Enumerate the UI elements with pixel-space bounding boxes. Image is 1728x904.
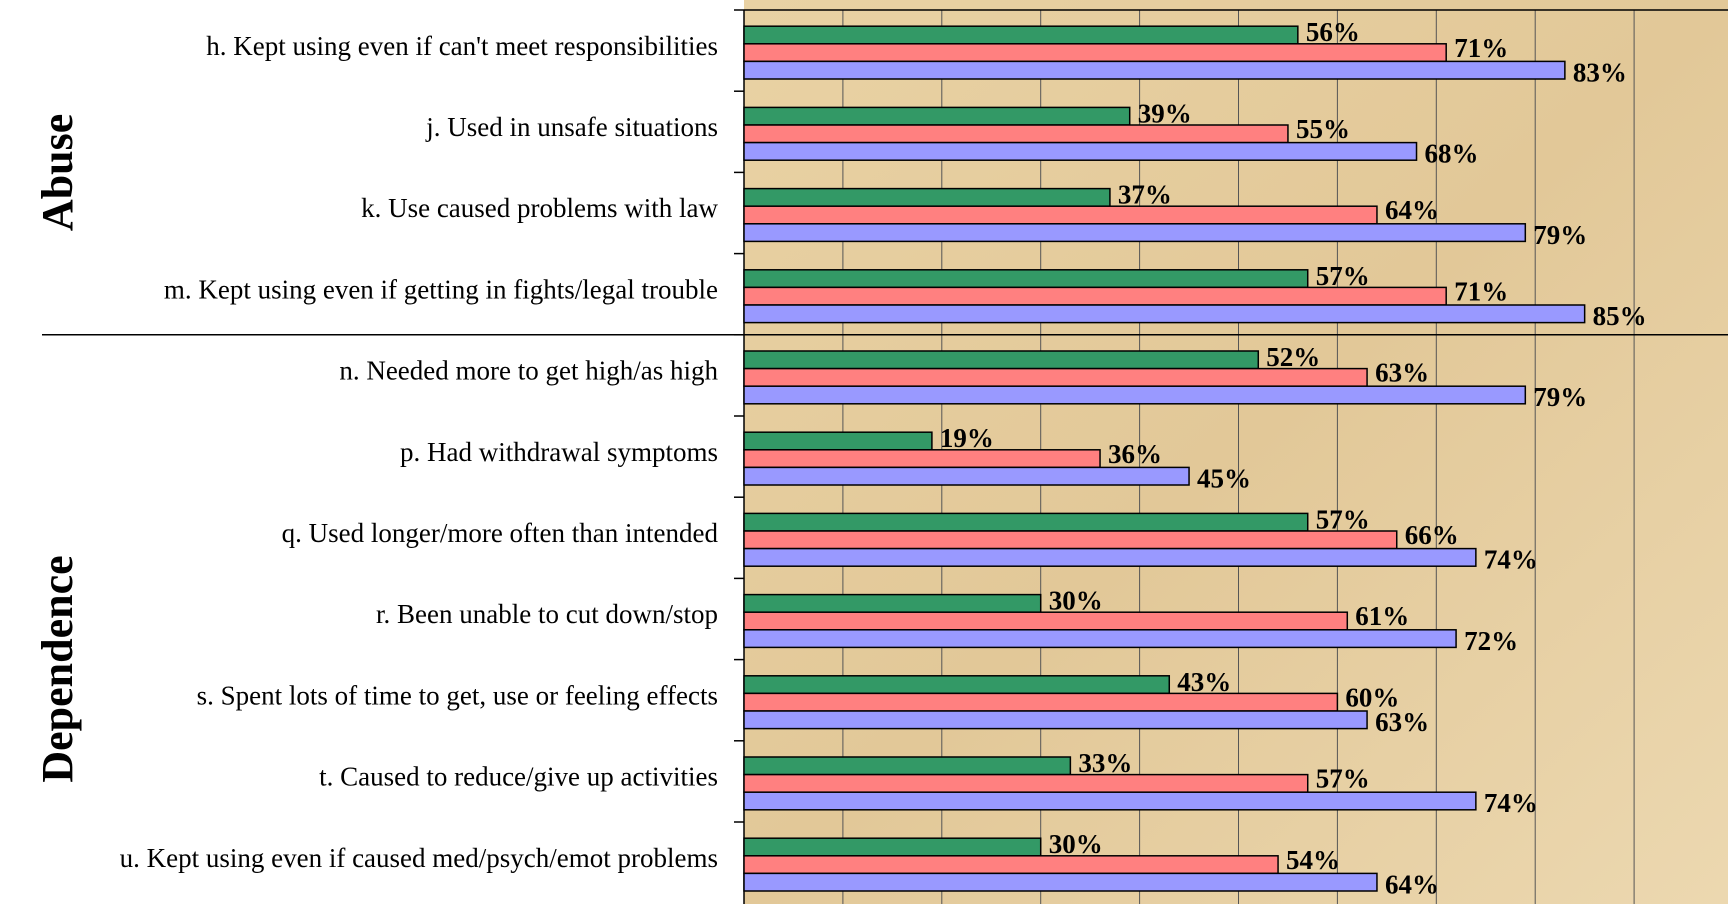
bar — [743, 466, 1190, 486]
data-label: 68% — [1425, 139, 1479, 169]
category-label: t. Caused to reduce/give up activities — [319, 762, 718, 792]
data-label: 30% — [1049, 829, 1103, 859]
bar — [743, 205, 1378, 225]
category-label: s. Spent lots of time to get, use or fee… — [197, 680, 718, 710]
data-label: 74% — [1484, 545, 1538, 575]
bar — [743, 629, 1457, 649]
bar — [743, 692, 1339, 712]
data-label: 85% — [1593, 301, 1647, 331]
category-label: q. Used longer/more often than intended — [282, 518, 719, 548]
data-label: 64% — [1385, 869, 1439, 899]
bar — [743, 141, 1418, 161]
data-label: 71% — [1454, 276, 1508, 306]
data-label: 39% — [1138, 98, 1192, 128]
bar — [743, 449, 1101, 469]
bar — [743, 512, 1309, 532]
bar — [743, 124, 1289, 144]
bar — [743, 304, 1586, 324]
category-label: m. Kept using even if getting in fights/… — [164, 274, 718, 304]
bar — [743, 431, 933, 451]
data-label: 57% — [1316, 504, 1370, 534]
bar — [743, 773, 1309, 793]
data-label: 37% — [1118, 180, 1172, 210]
bar — [743, 675, 1171, 695]
bar — [743, 385, 1527, 405]
bar — [743, 286, 1447, 306]
data-label: 57% — [1316, 764, 1370, 794]
bar — [743, 872, 1378, 892]
data-label: 66% — [1405, 520, 1459, 550]
bar — [743, 25, 1299, 45]
bar — [743, 547, 1477, 567]
bar — [743, 791, 1477, 811]
bar — [743, 60, 1566, 80]
category-label: j. Used in unsafe situations — [425, 112, 718, 142]
data-label: 19% — [940, 423, 994, 453]
data-label: 56% — [1306, 17, 1360, 47]
category-label: h. Kept using even if can't meet respons… — [206, 31, 718, 61]
data-label: 72% — [1464, 626, 1518, 656]
data-label: 45% — [1197, 463, 1251, 493]
bar — [743, 43, 1447, 63]
category-label: p. Had withdrawal symptoms — [400, 437, 718, 467]
group-label: Dependence — [33, 555, 82, 782]
data-label: 64% — [1385, 195, 1439, 225]
group-label: Abuse — [33, 114, 82, 231]
bar — [743, 710, 1368, 730]
bar — [743, 367, 1368, 387]
bar — [743, 223, 1527, 243]
category-label: r. Been unable to cut down/stop — [376, 599, 718, 629]
bar — [743, 187, 1111, 207]
data-label: 63% — [1375, 707, 1429, 737]
data-label: 74% — [1484, 788, 1538, 818]
data-label: 36% — [1108, 439, 1162, 469]
data-label: 57% — [1316, 261, 1370, 291]
category-label: n. Needed more to get high/as high — [339, 356, 718, 386]
data-label: 55% — [1296, 114, 1350, 144]
data-label: 79% — [1533, 220, 1587, 250]
data-label: 71% — [1454, 33, 1508, 63]
bar — [743, 350, 1260, 370]
data-label: 83% — [1573, 57, 1627, 87]
bar — [743, 611, 1349, 631]
data-label: 33% — [1078, 748, 1132, 778]
data-label: 54% — [1286, 845, 1340, 875]
data-label: 60% — [1345, 682, 1399, 712]
data-label: 79% — [1533, 382, 1587, 412]
bar — [743, 837, 1042, 857]
category-label: k. Use caused problems with law — [361, 193, 718, 223]
bar — [743, 756, 1072, 776]
bar — [743, 855, 1279, 875]
data-label: 30% — [1049, 586, 1103, 616]
bar — [743, 530, 1398, 550]
data-label: 61% — [1355, 601, 1409, 631]
bar — [743, 269, 1309, 289]
bar — [743, 593, 1042, 613]
category-label: u. Kept using even if caused med/psych/e… — [120, 843, 718, 873]
data-label: 63% — [1375, 358, 1429, 388]
data-label: 43% — [1177, 667, 1231, 697]
bar — [743, 106, 1131, 126]
data-label: 52% — [1266, 342, 1320, 372]
